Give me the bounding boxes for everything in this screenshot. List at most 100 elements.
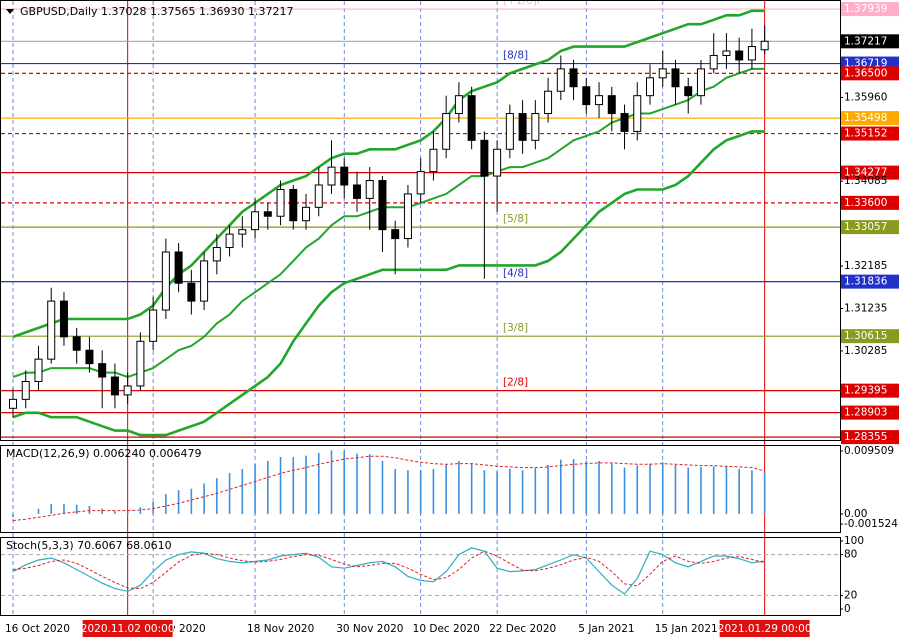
candle-body: [493, 148, 502, 177]
price-tag-label: 1.35152: [844, 128, 887, 140]
price-tag-label: 1.29395: [844, 385, 887, 397]
y-tick-label: 1.31235: [844, 302, 887, 314]
price-tag: [841, 383, 899, 398]
candle-body: [569, 68, 578, 88]
x-tick-label: 5 Jan 2021: [578, 623, 634, 635]
candle-body: [110, 376, 119, 396]
y-tick-label: -0.001524: [844, 518, 898, 530]
candle-body: [212, 247, 221, 262]
price-tag: [841, 111, 899, 126]
candle-body: [556, 68, 565, 92]
main-panel-frame: [0, 0, 841, 441]
candle-body: [391, 229, 400, 240]
candle-body: [544, 90, 553, 115]
candle-body: [607, 95, 616, 115]
title-marker: [6, 9, 14, 14]
candle-body: [442, 113, 451, 150]
panel-title: GBPUSD,Daily 1.37028 1.37565 1.36930 1.3…: [20, 5, 293, 18]
x-tick-label: 10 Dec 2020: [413, 623, 480, 635]
x-tick-label: 30 Nov 2020: [336, 623, 403, 635]
price-tag: [841, 2, 899, 17]
candle-body: [9, 398, 17, 409]
candle-body: [187, 282, 196, 302]
x-tick-label: 2020.11.02 00:00: [81, 623, 175, 635]
murrey-label: [8/8]: [503, 50, 528, 62]
candle-body: [85, 349, 94, 365]
y-tick-label: 0.009509: [844, 445, 894, 457]
candle-body: [416, 171, 425, 195]
stoch-signal: [12, 550, 765, 590]
chart-layer: [+1/8]P [8/8] [5/8] [4/8] [3/8] [2/8]: [1, 0, 840, 615]
candle-body: [403, 193, 412, 240]
price-tag: [841, 405, 899, 420]
murrey-label: [+1/8]P: [503, 0, 543, 7]
candle-body: [161, 251, 170, 311]
murrey-label: [2/8]: [503, 377, 528, 389]
candle-body: [429, 148, 438, 173]
murrey-label: [5/8]: [503, 213, 528, 225]
bollinger-band: [12, 130, 765, 437]
candle-body: [263, 211, 272, 217]
candle-body: [47, 300, 56, 360]
stoch-main: [12, 547, 765, 595]
candle-body: [314, 184, 323, 208]
candle-body: [620, 113, 629, 132]
candle-body: [671, 68, 680, 88]
price-tag-label: 1.31836: [844, 276, 888, 288]
candle-body: [72, 336, 81, 351]
x-tick-label: 15 Jan 2021: [655, 623, 718, 635]
x-tick-label: 16 Oct 2020: [5, 623, 70, 635]
y-tick-label: 100: [844, 535, 864, 547]
candle-body: [378, 180, 387, 231]
candle-body: [709, 54, 718, 70]
panel-title: Stoch(5,3,3) 70.6067 68.0610: [6, 539, 172, 552]
y-tick-label: 20: [844, 589, 857, 601]
candle-body: [136, 340, 145, 387]
candle-body: [225, 233, 234, 249]
macd-signal: [12, 455, 765, 521]
murrey-label: [4/8]: [503, 268, 528, 280]
candle-body: [480, 139, 489, 177]
candle-body: [289, 188, 298, 222]
candle-body: [684, 86, 693, 97]
price-tag: [841, 66, 899, 81]
price-tag-label: 1.33600: [844, 197, 887, 209]
candle-body: [174, 251, 183, 284]
candle-body: [98, 363, 107, 378]
candle-body: [454, 95, 463, 115]
y-tick-label: 80: [844, 549, 857, 561]
price-tag-label: 1.34277: [844, 167, 887, 179]
candle-body: [595, 95, 604, 106]
price-tag: [841, 195, 899, 210]
y-tick-label: 1.32185: [844, 260, 887, 272]
candle-body: [365, 180, 374, 199]
candle-body: [59, 300, 68, 338]
candle-body: [505, 113, 514, 150]
price-tag: [841, 220, 899, 235]
candle-body: [352, 184, 361, 199]
candle-body: [123, 385, 132, 396]
candle-body: [302, 206, 311, 222]
candle-body: [340, 166, 349, 186]
label-layer: GBPUSD,Daily 1.37028 1.37565 1.36930 1.3…: [5, 2, 899, 637]
price-tag-label: 1.28903: [844, 407, 887, 419]
macd-panel-frame: [0, 445, 841, 533]
price-tag: [841, 329, 899, 344]
candle-body: [34, 358, 43, 382]
x-tick-label: 18 Nov 2020: [247, 623, 314, 635]
candle-body: [646, 77, 654, 97]
price-tag-label: 1.33057: [844, 221, 887, 233]
x-tick-label: 2021.01.29 00:00: [718, 623, 812, 635]
price-tag: [841, 34, 899, 49]
candle-body: [200, 260, 209, 302]
y-tick-label: 1.30285: [844, 345, 887, 357]
candle-body: [276, 188, 285, 217]
price-tag: [841, 430, 899, 445]
price-tag-label: 1.28355: [844, 431, 887, 443]
y-tick-label: 1.34085: [844, 175, 887, 187]
price-tag-label: 1.30615: [844, 330, 887, 342]
y-tick-label: 1.35960: [844, 91, 887, 103]
candle-body: [658, 68, 667, 79]
candle-body: [747, 46, 756, 61]
